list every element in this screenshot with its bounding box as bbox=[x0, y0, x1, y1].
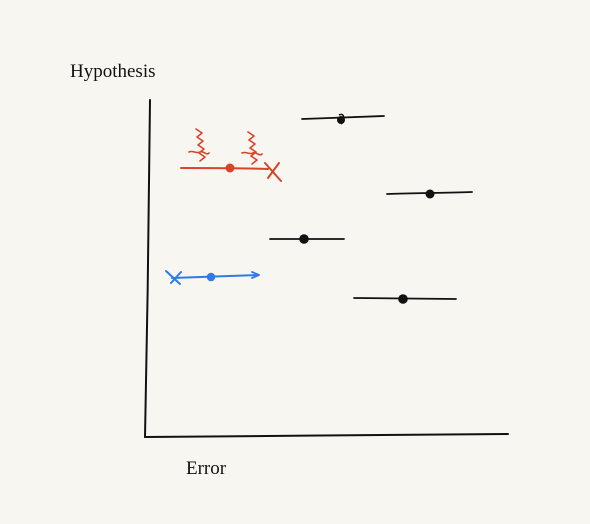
interval-1-point-loop bbox=[338, 113, 345, 125]
interval-4 bbox=[269, 234, 345, 244]
x-axis-label: Error bbox=[186, 458, 227, 479]
x-axis bbox=[144, 433, 509, 438]
interval-2-squiggle-left bbox=[188, 128, 210, 162]
y-axis bbox=[144, 99, 151, 438]
interval-2 bbox=[180, 128, 282, 182]
interval-5-arrow-icon bbox=[251, 271, 260, 279]
interval-5-x-icon bbox=[165, 270, 182, 285]
interval-2-x-icon bbox=[264, 162, 282, 182]
interval-3-point bbox=[425, 189, 435, 199]
interval-5 bbox=[165, 270, 260, 285]
interval-5-point bbox=[206, 272, 216, 282]
y-axis-label: Hypothesis bbox=[70, 61, 156, 82]
interval-4-point bbox=[299, 234, 309, 244]
interval-6-point bbox=[398, 294, 408, 304]
interval-2-point bbox=[225, 163, 235, 173]
interval-2-squiggle-right bbox=[241, 131, 263, 165]
interval-3 bbox=[386, 189, 473, 199]
interval-2-line bbox=[180, 167, 269, 170]
interval-6 bbox=[353, 294, 457, 304]
interval-1 bbox=[301, 113, 385, 125]
